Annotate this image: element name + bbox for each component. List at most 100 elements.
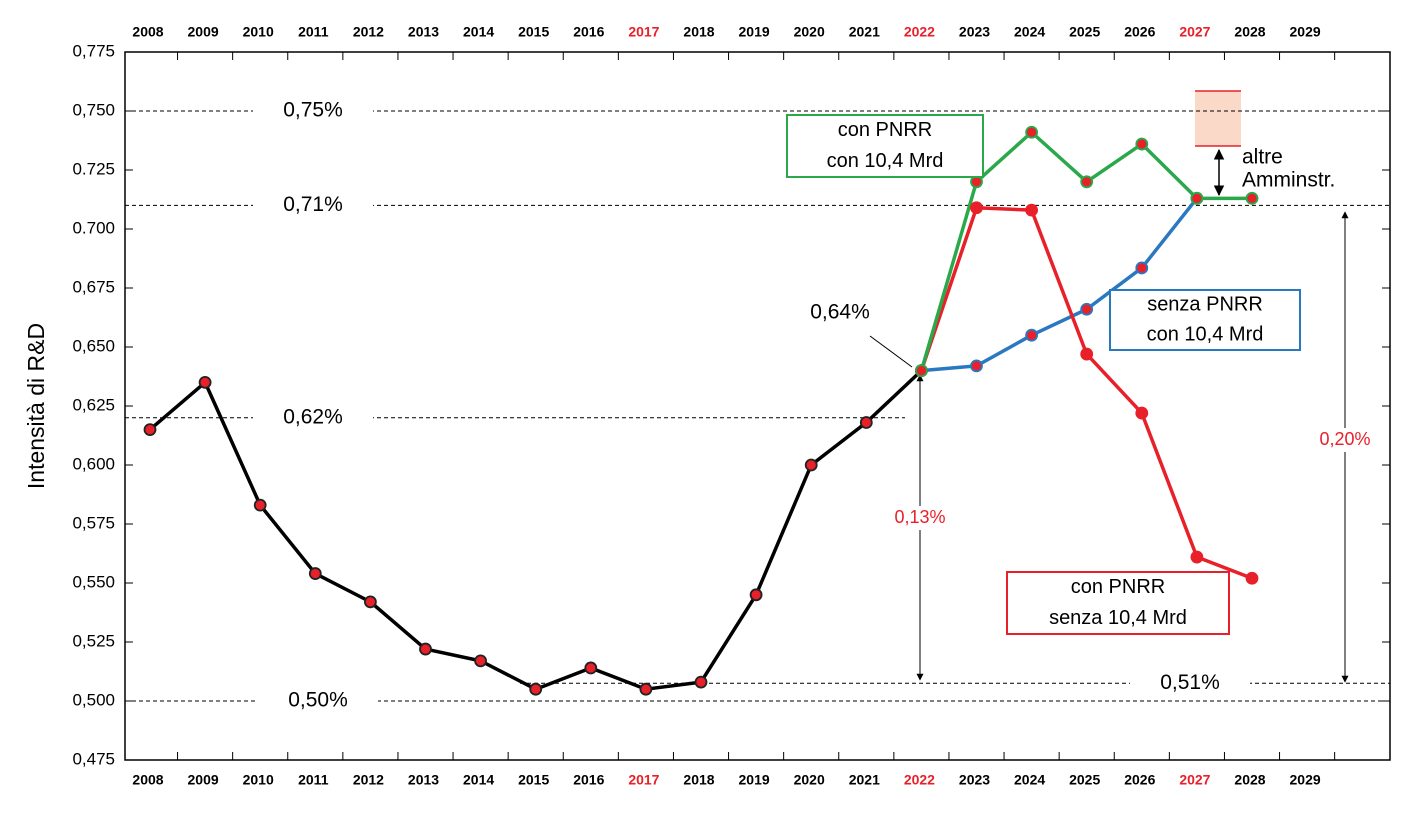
marker — [1025, 328, 1038, 342]
x-tick-label-top: 2011 — [298, 24, 329, 40]
x-tick-label: 2026 — [1124, 772, 1155, 788]
x-tick-label: 2008 — [132, 772, 163, 788]
y-tick-label: 0,650 — [72, 336, 115, 355]
series-line — [919, 206, 1253, 580]
x-tick-label-top: 2014 — [463, 24, 494, 40]
marker — [308, 567, 322, 580]
marker — [1245, 191, 1259, 205]
marker — [363, 595, 377, 609]
marker — [639, 682, 653, 696]
marker — [1080, 302, 1094, 316]
x-tick-label-top: 2026 — [1124, 24, 1155, 40]
x-tick-label-top: 2009 — [188, 24, 219, 40]
y-tick-label: 0,625 — [72, 395, 115, 414]
y-axis-label: Intensità di R&D — [23, 323, 49, 489]
y-tick-label: 0,600 — [72, 454, 115, 473]
marker — [1080, 175, 1094, 189]
x-tick-label: 2015 — [518, 772, 549, 788]
y-tick-label: 0.700 — [72, 218, 115, 237]
marker — [419, 642, 432, 656]
reference-label: 0,75% — [283, 99, 343, 122]
x-tick-label: 2013 — [408, 772, 439, 788]
reference-label: 0,50% — [288, 689, 348, 712]
marker — [1245, 571, 1259, 585]
marker — [1190, 191, 1204, 205]
x-tick-label-top: 2027 — [1179, 24, 1210, 40]
x-tick-label-top: 2023 — [959, 24, 990, 40]
legend-text: con PNRR — [1071, 576, 1165, 598]
x-tick-label: 2029 — [1290, 772, 1321, 788]
marker — [584, 661, 598, 675]
marker — [804, 458, 818, 472]
y-tick-label: 0.725 — [72, 159, 115, 178]
x-tick-label-top: 2017 — [628, 24, 659, 40]
marker — [915, 364, 928, 378]
x-tick-label-top: 2020 — [794, 24, 825, 40]
marker — [529, 682, 543, 696]
legend-text: senza PNRR — [1147, 293, 1263, 315]
label-bg — [1130, 669, 1250, 698]
legend-box — [786, 114, 984, 178]
legend-box — [1109, 289, 1301, 351]
label-bg — [253, 97, 373, 125]
x-tick-label-top: 2022 — [904, 24, 935, 40]
legend-text: senza 10,4 Mrd — [1049, 607, 1187, 629]
x-tick-label: 2020 — [794, 772, 825, 788]
x-tick-label: 2014 — [463, 772, 494, 788]
x-tick-label-top: 2012 — [353, 24, 384, 40]
x-tick-label: 2016 — [573, 772, 604, 788]
x-tick-label: 2017 — [628, 772, 659, 788]
y-tick-label: 0,500 — [72, 690, 115, 709]
x-tick-label-top: 2028 — [1234, 24, 1265, 40]
x-tick-label-top: 2013 — [408, 24, 439, 40]
x-tick-label-top: 2015 — [518, 24, 549, 40]
legend-text: con PNRR — [838, 119, 932, 141]
x-tick-label-top: 2010 — [243, 24, 274, 40]
leader-line — [869, 335, 913, 368]
annotation: 0,64% — [810, 301, 870, 324]
marker — [694, 675, 708, 689]
reference-label: 0,62% — [283, 405, 343, 428]
marker — [1190, 550, 1204, 564]
annotation: altre — [1242, 146, 1283, 169]
range-box — [1195, 91, 1241, 146]
y-tick-label: 0,750 — [72, 100, 115, 119]
series-line — [921, 197, 1199, 373]
x-tick-label: 2027 — [1179, 772, 1210, 788]
x-tick-label: 2024 — [1014, 772, 1045, 788]
x-tick-label-top: 2024 — [1014, 24, 1045, 40]
label-bg — [258, 687, 378, 715]
label-bg — [253, 403, 373, 432]
marker — [1025, 125, 1038, 139]
marker — [1025, 203, 1038, 217]
marker — [474, 654, 488, 668]
x-tick-label-top: 2021 — [849, 24, 880, 40]
x-tick-label: 2022 — [904, 772, 935, 788]
legend-text: con 10,4 Mrd — [827, 150, 944, 172]
x-tick-label: 2028 — [1234, 772, 1265, 788]
annotation: 0,13% — [894, 507, 945, 527]
x-tick-label: 2011 — [298, 772, 329, 788]
legend-text: con 10,4 Mrd — [1147, 323, 1264, 345]
x-tick-label-top: 2029 — [1290, 24, 1321, 40]
y-tick-label: 0,525 — [72, 631, 115, 650]
x-tick-label: 2018 — [683, 772, 714, 788]
marker — [970, 359, 983, 373]
y-tick-label: 0,550 — [72, 572, 115, 591]
annotation: Amminstr. — [1242, 169, 1335, 192]
x-tick-label-top: 2016 — [573, 24, 604, 40]
marker — [1080, 347, 1094, 361]
x-tick-label: 2009 — [188, 772, 219, 788]
x-tick-label-top: 2025 — [1069, 24, 1100, 40]
annotation: 0,20% — [1319, 429, 1370, 449]
marker — [859, 416, 873, 429]
label-bg — [885, 506, 955, 530]
marker — [749, 588, 763, 602]
label-bg — [253, 191, 373, 220]
x-tick-label: 2010 — [243, 772, 274, 788]
marker — [143, 423, 157, 437]
marker — [198, 375, 212, 389]
marker — [1135, 261, 1149, 275]
reference-label: 0,71% — [283, 193, 343, 216]
